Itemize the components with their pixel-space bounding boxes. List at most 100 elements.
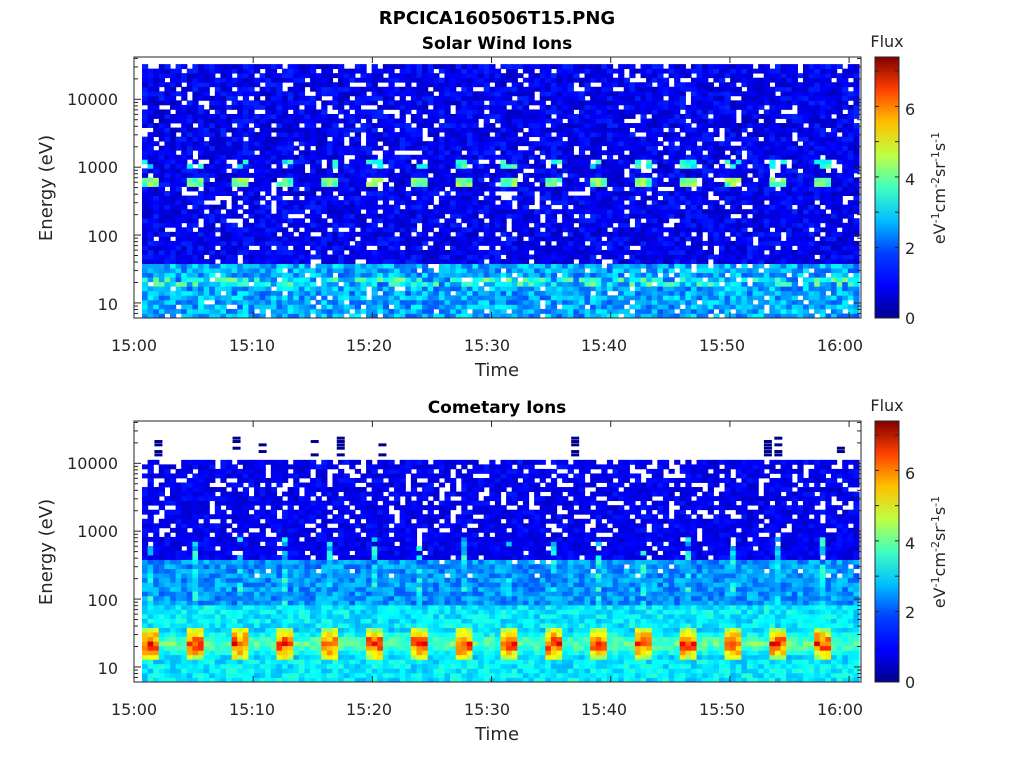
heatmap-cell — [388, 118, 395, 124]
heatmap-cell — [584, 168, 591, 174]
heatmap-cell — [466, 268, 474, 274]
heatmap-cell — [578, 64, 586, 70]
heatmap-cell — [472, 172, 479, 178]
heatmap-cell — [511, 127, 518, 133]
heatmap-cell — [444, 154, 451, 160]
heatmap-cell — [646, 299, 653, 305]
heatmap-cell — [601, 268, 608, 274]
heatmap-cell — [567, 113, 574, 119]
heatmap-cell — [668, 213, 675, 219]
heatmap-cell — [175, 181, 182, 187]
heatmap-cell — [500, 136, 507, 142]
heatmap-cell — [506, 150, 513, 156]
heatmap-cell — [606, 213, 614, 219]
heatmap-cell — [646, 186, 653, 192]
heatmap-cell — [192, 240, 199, 246]
heatmap-cell — [265, 109, 272, 115]
heatmap-cell — [170, 299, 177, 305]
heatmap-cell — [231, 249, 238, 255]
heatmap-cell — [254, 218, 261, 224]
heatmap-cell — [450, 304, 457, 310]
heatmap-cell — [209, 204, 216, 210]
heatmap-cell — [601, 299, 608, 305]
heatmap-cell — [366, 181, 373, 187]
heatmap-cell — [226, 82, 233, 88]
heatmap-cell — [382, 295, 390, 301]
heatmap-cell — [237, 272, 244, 278]
heatmap-cell — [500, 181, 507, 187]
heatmap-cell — [377, 259, 384, 264]
heatmap-cell — [528, 295, 535, 301]
heatmap-cell — [394, 73, 401, 79]
heatmap-cell — [696, 68, 703, 74]
heatmap-cell — [382, 191, 390, 196]
heatmap-cell — [595, 168, 602, 174]
heatmap-cell — [685, 145, 692, 151]
heatmap-cell — [584, 132, 591, 138]
heatmap-cell — [511, 123, 518, 128]
heatmap-cell — [226, 259, 233, 264]
heatmap-cell — [573, 286, 580, 292]
heatmap-cell — [203, 240, 210, 246]
heatmap-cell — [158, 313, 165, 319]
heatmap-cell — [360, 200, 367, 206]
heatmap-cell — [595, 263, 602, 269]
heatmap-cell — [147, 150, 154, 156]
heatmap-cell — [226, 240, 233, 246]
heatmap-cell — [237, 132, 244, 138]
heatmap-cell — [444, 123, 451, 128]
heatmap-cell — [349, 245, 356, 251]
heatmap-cell — [500, 118, 507, 124]
heatmap-cell — [254, 191, 261, 196]
heatmap-cell — [310, 82, 317, 88]
heatmap-cell — [629, 181, 636, 187]
heatmap-cell — [332, 218, 339, 224]
heatmap-cell — [461, 64, 468, 70]
heatmap-cell — [573, 141, 580, 147]
heatmap-cell — [315, 272, 322, 278]
heatmap-cell — [634, 259, 642, 264]
heatmap-cell — [203, 290, 210, 296]
heatmap-cell — [254, 118, 261, 124]
heatmap-cell — [298, 109, 306, 115]
heatmap-cell — [528, 313, 535, 319]
heatmap-cell — [248, 136, 255, 142]
heatmap-cell — [371, 304, 378, 310]
heatmap-cell — [343, 73, 350, 79]
heatmap-cell — [410, 145, 418, 151]
heatmap-cell — [282, 200, 289, 206]
heatmap-cell — [696, 127, 703, 133]
heatmap-cell — [158, 249, 165, 255]
heatmap-cell — [265, 186, 272, 192]
heatmap-cell — [590, 136, 597, 142]
heatmap-cell — [550, 104, 558, 110]
heatmap-cell — [186, 218, 194, 224]
heatmap-cell — [416, 308, 423, 314]
heatmap-cell — [237, 263, 244, 269]
heatmap-cell — [254, 213, 261, 219]
heatmap-cell — [270, 236, 278, 242]
heatmap-cell — [153, 150, 160, 156]
heatmap-cell — [489, 259, 496, 264]
heatmap-cell — [304, 231, 311, 237]
heatmap-cell — [534, 295, 541, 301]
heatmap-cell — [539, 181, 546, 187]
heatmap-cell — [360, 163, 367, 169]
heatmap-cell — [556, 209, 563, 215]
heatmap-cell — [181, 313, 188, 319]
heatmap-cell — [338, 82, 345, 88]
heatmap-cell — [394, 313, 401, 319]
heatmap-cell — [186, 145, 194, 151]
heatmap-cell — [634, 172, 642, 178]
heatmap-cell — [483, 209, 490, 215]
heatmap-cell — [500, 204, 507, 210]
heatmap-cell — [220, 281, 227, 287]
heatmap-cell — [192, 73, 199, 79]
heatmap-cell — [450, 68, 457, 74]
heatmap-cell — [394, 204, 401, 210]
heatmap-cell — [287, 86, 294, 92]
heatmap-cell — [382, 186, 390, 192]
heatmap-cell — [287, 209, 294, 215]
heatmap-cell — [416, 136, 423, 142]
heatmap-cell — [483, 82, 490, 88]
